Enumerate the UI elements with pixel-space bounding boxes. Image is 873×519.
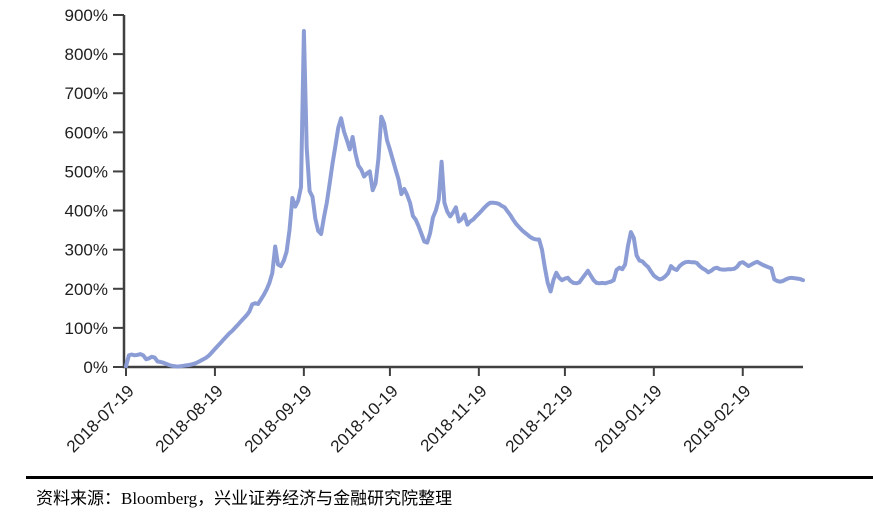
y-axis-tick-label: 600% <box>65 123 108 142</box>
data-series-line <box>124 29 805 369</box>
x-axis-tick-label: 2018-12-19 <box>502 381 577 456</box>
x-axis-tick-label: 2018-11-19 <box>417 381 491 455</box>
y-axis-tick-label: 200% <box>65 280 108 299</box>
y-axis-tick-label: 0% <box>83 358 108 377</box>
x-axis-tick-label: 2018-10-19 <box>327 381 402 456</box>
source-note: 资料来源：Bloomberg，兴业证券经济与金融研究院整理 <box>36 489 453 508</box>
x-axis-tick-label: 2018-09-19 <box>241 381 316 456</box>
x-axis-tick-label: 2019-02-19 <box>680 381 755 456</box>
divider-line <box>26 476 873 479</box>
x-axis-tick-label: 2018-08-19 <box>152 381 227 456</box>
x-axis-tick-label: 2019-01-19 <box>591 381 666 456</box>
y-axis-tick-label: 300% <box>65 241 108 260</box>
y-axis-tick-label: 400% <box>65 202 108 221</box>
line-chart: 0% 100% 200% 300% 400% 500% 600% 700% 800% 900% 20… <box>63 6 805 456</box>
y-axis-tick-label: 100% <box>65 319 108 338</box>
y-axis-tick-label: 700% <box>65 84 108 103</box>
y-axis-tick-label: 900% <box>65 6 108 25</box>
x-axis-tick-label: 2018-07-19 <box>63 381 138 456</box>
y-axis-tick-label: 800% <box>65 45 108 64</box>
axis-lines <box>122 15 803 369</box>
y-axis-tick-label: 500% <box>65 162 108 181</box>
